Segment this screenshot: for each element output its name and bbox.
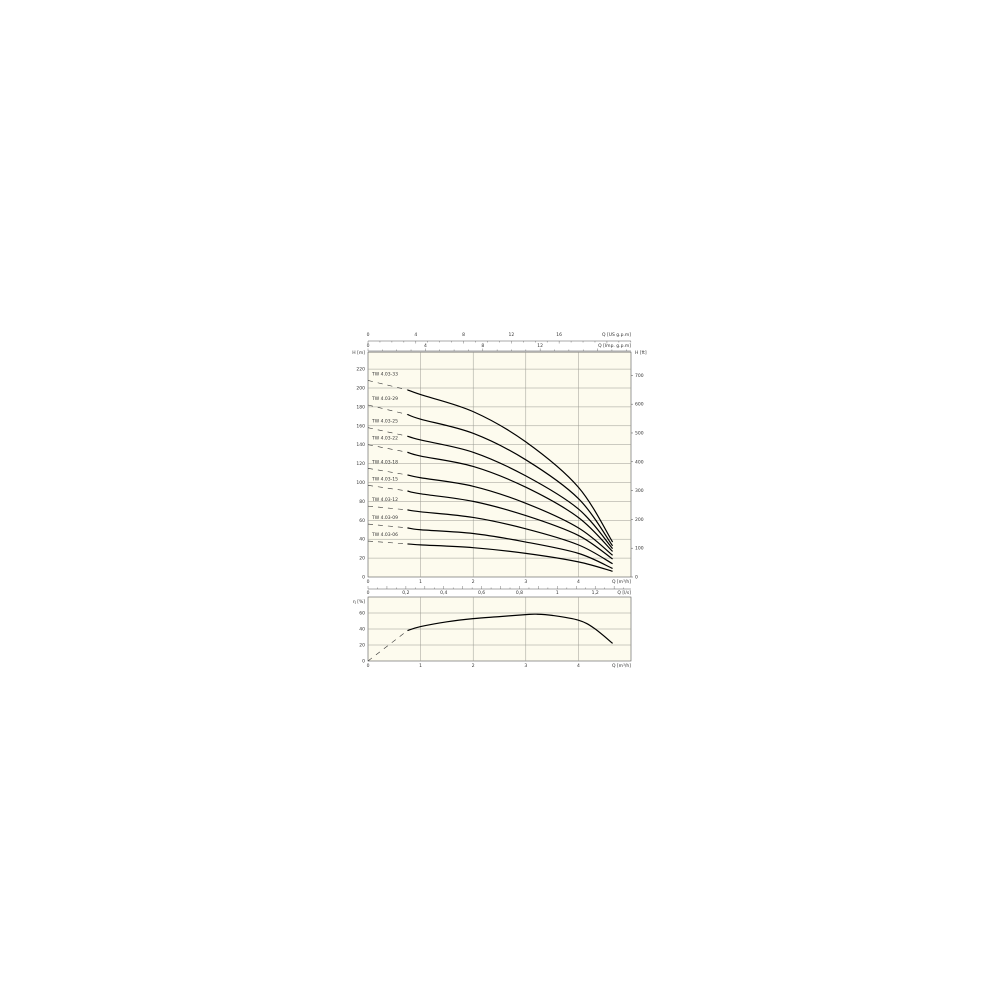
ls-tick-label: 1 [556, 590, 559, 596]
imp-gpm-tick-label: 12 [537, 343, 543, 349]
y-tick-label: 200 [356, 386, 365, 392]
efficiency-curve [407, 613, 613, 644]
series-label: TW 4.03-12 [371, 497, 398, 503]
efficiency-curve-dashed [367, 630, 408, 662]
eff-x-tick-label: 0 [367, 663, 370, 669]
eff-y-tick-label: 60 [359, 611, 365, 617]
series-label: TW 4.03-15 [371, 476, 398, 482]
head-plot-area [367, 351, 632, 578]
y-tick-label: 220 [356, 367, 365, 373]
head-curve-0333 [407, 389, 614, 543]
head-curve-0322 [407, 451, 614, 552]
series-label: TW 4.03-25 [371, 419, 398, 425]
y-right-tick-label: 300 [635, 488, 644, 494]
y-axis-label: H [m] [352, 350, 365, 356]
us-gpm-tick-label: 16 [556, 332, 562, 338]
head-curve-0315 [407, 490, 613, 560]
y-tick-label: 60 [359, 518, 365, 524]
y-tick-label: 140 [356, 442, 365, 448]
y-tick-label: 40 [359, 537, 365, 543]
eff-x-tick-label: 4 [577, 663, 580, 669]
y-right-tick-label: 700 [635, 373, 644, 379]
ls-tick-label: 1,2 [592, 590, 599, 596]
y-right-tick-label: 500 [635, 430, 644, 436]
y-tick-label: 20 [359, 556, 365, 562]
series-label: TW 4.03-29 [371, 396, 398, 402]
imp-gpm-tick-label: 4 [424, 343, 427, 349]
head-curve-0312 [407, 509, 613, 565]
eff-x-axis-label: Q [m³/h] [612, 663, 631, 669]
head-curve-dashed-extension [367, 427, 408, 437]
us-gpm-axis-label: Q [US g.p.m] [602, 332, 631, 338]
head-curve-dashed-extension [367, 468, 408, 476]
head-curve-0325 [407, 435, 614, 550]
us-gpm-tick-label: 4 [414, 332, 417, 338]
x-tick-label: 4 [577, 579, 580, 585]
ls-tick-label: 0,6 [478, 590, 485, 596]
eff-y-axis-label: η [%] [353, 599, 365, 605]
eff-x-tick-label: 2 [472, 663, 475, 669]
head-curve-dashed-extension [367, 540, 408, 545]
imp-gpm-tick-label: 8 [481, 343, 484, 349]
eff-x-tick-label: 3 [524, 663, 527, 669]
ls-tick-label: 0,2 [402, 590, 409, 596]
head-curve-dashed-extension [367, 505, 408, 511]
head-curve-dashed-extension [367, 404, 408, 415]
x-axis-label: Q [m³/h] [612, 579, 631, 585]
head-curve-dashed-extension [367, 485, 408, 492]
series-label: TW 4.03-18 [371, 459, 398, 465]
ls-tick-label: 0,8 [516, 590, 523, 596]
series-label: TW 4.03-09 [371, 515, 398, 521]
eff-x-tick-label: 1 [419, 663, 422, 669]
y-tick-label: 0 [362, 575, 365, 581]
series-label: TW 4.03-22 [371, 436, 398, 442]
head-curve-0318 [407, 474, 613, 556]
y-tick-label: 80 [359, 499, 365, 505]
x-tick-label: 1 [419, 579, 422, 585]
y-right-tick-label: 0 [635, 575, 638, 581]
head-curve-0306 [407, 543, 613, 572]
y-right-tick-label: 100 [635, 546, 644, 552]
ls-axis-label: Q [l/s] [617, 590, 631, 596]
head-curve-dashed-extension [367, 444, 408, 453]
y-tick-label: 120 [356, 461, 365, 467]
y-right-tick-label: 400 [635, 459, 644, 465]
y-right-tick-label: 200 [635, 517, 644, 523]
head-curve-0309 [407, 527, 613, 570]
us-gpm-tick-label: 8 [462, 332, 465, 338]
us-gpm-tick-label: 12 [508, 332, 514, 338]
ls-tick-label: 0,4 [440, 590, 447, 596]
ls-tick-label: 0 [367, 590, 370, 596]
y-right-tick-label: 600 [635, 402, 644, 408]
eff-y-tick-label: 0 [362, 659, 365, 665]
y-tick-label: 180 [356, 404, 365, 410]
head-curve-0329 [407, 413, 614, 547]
eff-y-tick-label: 40 [359, 627, 365, 633]
y-tick-label: 100 [356, 480, 365, 486]
head-curve-dashed-extension [367, 523, 408, 529]
x-tick-label: 3 [524, 579, 527, 585]
imp-gpm-tick-label: 0 [367, 343, 370, 349]
series-label: TW 4.03-33 [371, 371, 398, 377]
head-curve-dashed-extension [367, 380, 408, 391]
imp-gpm-axis-label: Q [Imp. g.p.m] [598, 343, 631, 349]
us-gpm-tick-label: 0 [367, 332, 370, 338]
eff-y-tick-label: 20 [359, 643, 365, 649]
y-tick-label: 160 [356, 423, 365, 429]
y-right-axis-label: H [ft] [635, 350, 647, 356]
x-tick-label: 2 [472, 579, 475, 585]
series-label: TW 4.03-06 [371, 532, 398, 538]
x-tick-label: 0 [367, 579, 370, 585]
